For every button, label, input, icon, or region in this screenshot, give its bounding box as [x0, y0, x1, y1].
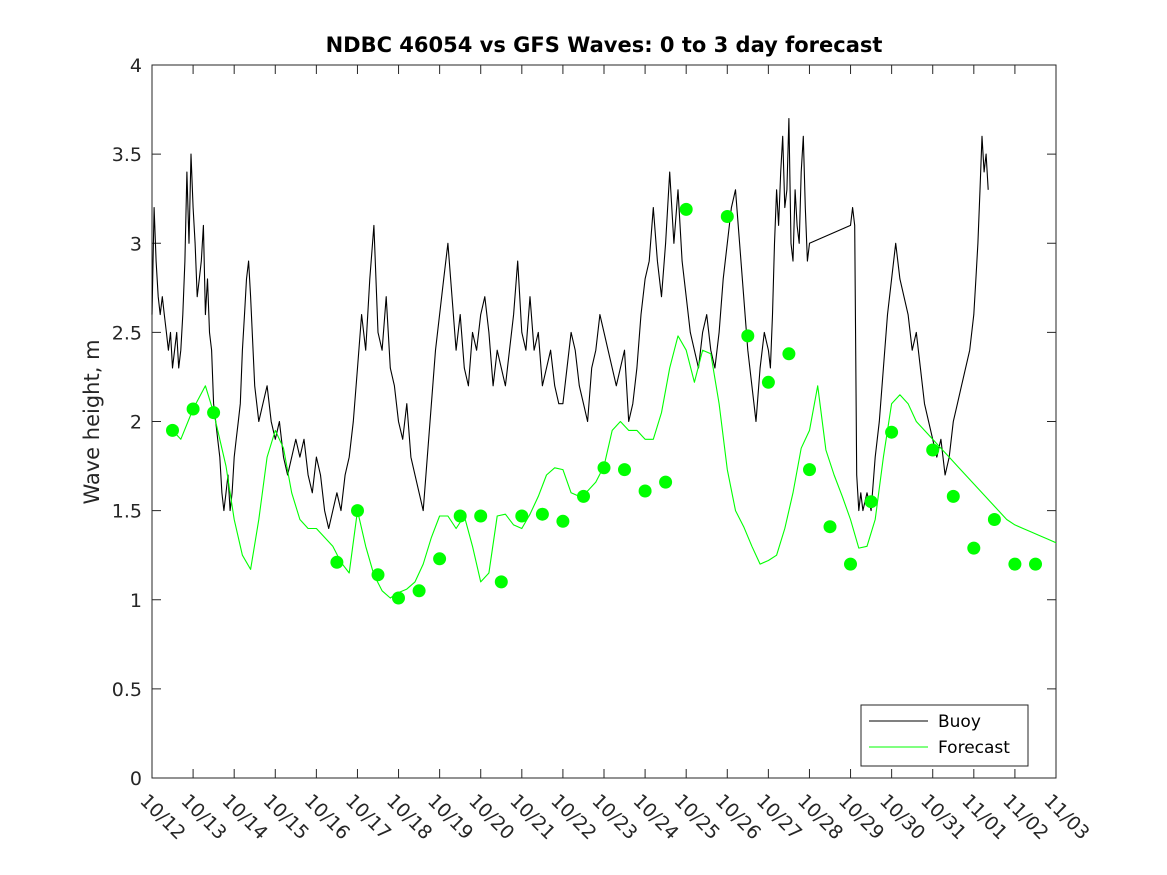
x-tick-label: 10/12 — [135, 790, 189, 844]
forecast-marker — [864, 495, 878, 509]
forecast-marker — [392, 591, 405, 605]
series-line-forecast — [172, 335, 1057, 599]
y-axis: 0 0.5 1 1.5 2 2.5 3 3.5 4 — [112, 55, 1056, 790]
forecast-marker — [186, 402, 200, 416]
chart-title: NDBC 46054 vs GFS Waves: 0 to 3 day fore… — [326, 33, 883, 57]
forecast-marker — [371, 568, 385, 582]
x-tick-label: 10/17 — [341, 790, 395, 844]
x-tick-label: 10/13 — [177, 790, 231, 844]
forecast-marker — [844, 557, 857, 571]
x-tick-label: 10/15 — [259, 790, 313, 844]
forecast-marker — [679, 202, 693, 216]
forecast-marker — [556, 514, 570, 528]
y-tick-label: 3.5 — [112, 144, 142, 166]
legend-box — [860, 704, 1029, 767]
y-tick-label: 3 — [130, 233, 142, 255]
forecast-marker — [741, 329, 755, 343]
forecast-marker — [618, 463, 631, 477]
x-tick-label: 10/23 — [587, 790, 641, 844]
x-tick-label: 10/25 — [670, 790, 724, 844]
x-tick-label: 10/29 — [834, 790, 888, 844]
forecast-marker — [1008, 557, 1022, 571]
x-tick-label: 10/14 — [218, 790, 272, 844]
forecast-marker — [515, 509, 529, 523]
forecast-marker — [577, 489, 590, 503]
plot-area — [151, 64, 1057, 779]
y-tick-label: 0 — [130, 768, 142, 790]
forecast-marker — [823, 520, 837, 534]
x-tick-label: 10/19 — [423, 790, 477, 844]
series-layer — [151, 117, 1057, 599]
forecast-marker — [946, 489, 960, 503]
x-tick-label: 11/02 — [998, 790, 1052, 844]
forecast-marker — [330, 555, 344, 569]
forecast-marker — [638, 484, 652, 498]
x-tick-label: 10/20 — [464, 790, 518, 844]
x-tick-label: 11/03 — [1039, 790, 1093, 844]
forecast-marker — [967, 541, 981, 555]
x-tick-label: 10/16 — [300, 790, 354, 844]
forecast-markers — [166, 202, 1042, 605]
y-axis-label: Wave height, m — [80, 339, 104, 504]
x-tick-label: 10/26 — [711, 790, 765, 844]
forecast-marker — [761, 375, 775, 389]
forecast-marker — [987, 513, 1001, 526]
x-tick-label: 10/27 — [752, 790, 806, 844]
forecast-marker — [926, 443, 940, 457]
legend-buoy-label: Buoy — [938, 712, 981, 732]
forecast-marker — [597, 461, 611, 475]
y-tick-label: 2 — [130, 412, 142, 434]
forecast-marker — [166, 423, 179, 437]
x-tick-label: 10/31 — [916, 790, 970, 844]
x-tick-label: 10/24 — [629, 790, 683, 844]
series-line-buoy — [151, 117, 989, 530]
x-tick-label: 10/22 — [546, 790, 600, 844]
forecast-marker — [207, 406, 221, 420]
forecast-marker — [494, 575, 508, 589]
y-tick-label: 0.5 — [112, 679, 142, 701]
y-tick-label: 4 — [130, 55, 142, 77]
forecast-marker — [433, 552, 447, 566]
forecast-marker — [535, 507, 549, 521]
x-tick-label: 11/01 — [957, 790, 1011, 844]
x-tick-label: 10/28 — [793, 790, 847, 844]
forecast-marker — [412, 584, 426, 598]
y-tick-label: 1.5 — [112, 501, 142, 523]
x-tick-label: 10/21 — [505, 790, 559, 844]
x-tick-label: 10/30 — [875, 790, 929, 844]
legend-forecast-label: Forecast — [938, 738, 1010, 758]
y-tick-label: 2.5 — [112, 322, 142, 344]
forecast-marker — [1029, 557, 1042, 571]
forecast-marker — [885, 425, 899, 439]
forecast-marker — [782, 347, 796, 361]
forecast-marker — [659, 475, 673, 489]
forecast-marker — [803, 463, 816, 477]
legend: Buoy Forecast — [860, 704, 1029, 767]
x-tick-label: 10/18 — [382, 790, 436, 844]
y-tick-label: 1 — [130, 590, 142, 612]
forecast-marker — [474, 509, 488, 523]
forecast-marker — [351, 504, 364, 518]
forecast-marker — [453, 509, 467, 523]
forecast-marker — [720, 210, 734, 223]
